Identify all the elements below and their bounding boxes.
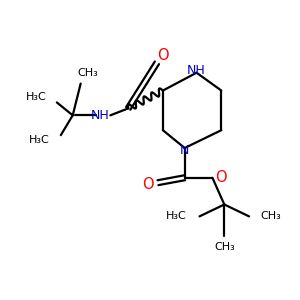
- Text: CH₃: CH₃: [77, 68, 98, 78]
- Text: NH: NH: [187, 64, 206, 77]
- Text: NH: NH: [91, 109, 110, 122]
- Text: N: N: [180, 143, 189, 157]
- Text: H₃C: H₃C: [29, 135, 50, 145]
- Text: O: O: [142, 177, 154, 192]
- Text: H₃C: H₃C: [167, 212, 187, 221]
- Text: O: O: [157, 48, 169, 63]
- Text: CH₃: CH₃: [214, 242, 235, 252]
- Text: CH₃: CH₃: [260, 212, 281, 221]
- Text: H₃C: H₃C: [26, 92, 46, 103]
- Text: O: O: [215, 170, 227, 185]
